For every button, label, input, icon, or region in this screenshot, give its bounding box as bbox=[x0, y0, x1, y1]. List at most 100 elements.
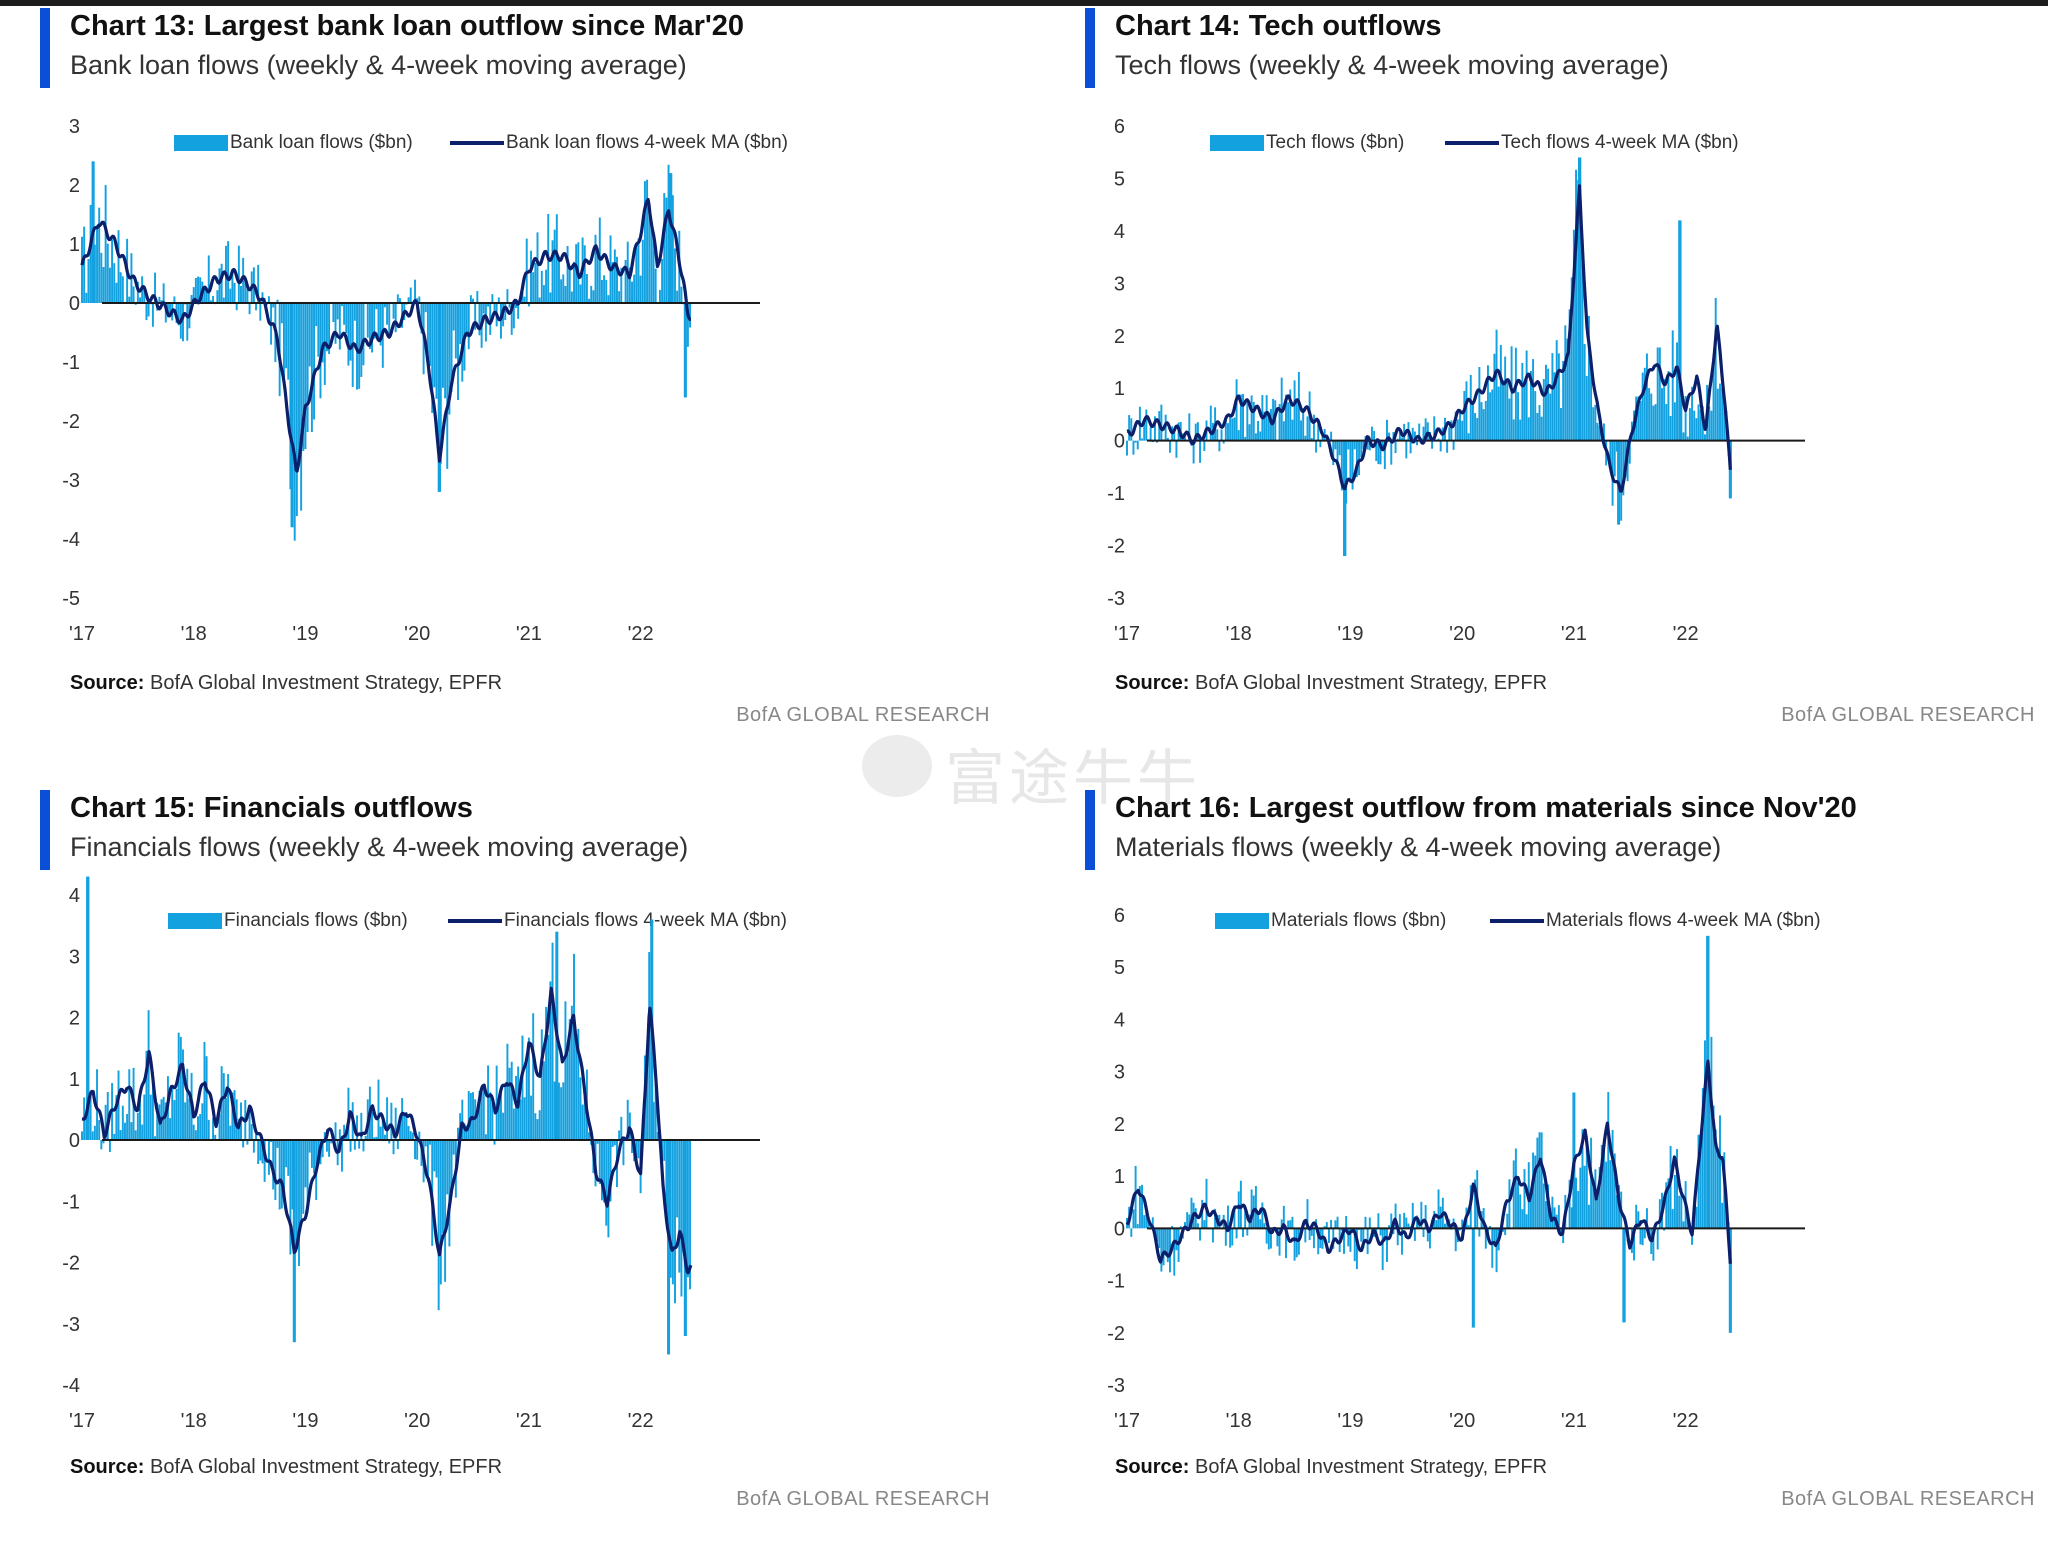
bar bbox=[1160, 404, 1163, 441]
bar bbox=[1259, 431, 1262, 441]
bar bbox=[1136, 440, 1139, 450]
y-tick-label: 3 bbox=[1114, 273, 1125, 295]
bar bbox=[1527, 417, 1530, 441]
bar bbox=[1544, 1201, 1547, 1229]
bar bbox=[1233, 1205, 1236, 1229]
bar bbox=[1257, 420, 1260, 441]
bar bbox=[1392, 1228, 1395, 1235]
bar bbox=[523, 296, 526, 303]
bar bbox=[1345, 1216, 1348, 1229]
bar bbox=[1433, 416, 1436, 441]
bar bbox=[313, 1140, 316, 1174]
source-note: Source: BofA Global Investment Strategy,… bbox=[1115, 1456, 1547, 1479]
y-tick-label: 2 bbox=[1114, 326, 1125, 348]
bar bbox=[353, 1140, 356, 1150]
bar bbox=[1141, 438, 1144, 441]
bar bbox=[1506, 1213, 1509, 1229]
bar bbox=[676, 290, 679, 303]
bar bbox=[276, 299, 279, 303]
bar bbox=[1403, 1212, 1406, 1229]
legend-item-bars: Financials flows ($bn) bbox=[168, 910, 408, 932]
bar bbox=[1596, 422, 1599, 441]
bar bbox=[388, 303, 391, 337]
bar bbox=[1143, 418, 1146, 441]
bar bbox=[577, 1028, 580, 1140]
bar bbox=[420, 303, 423, 334]
legend-bar-label: Financials flows ($bn) bbox=[224, 910, 408, 931]
y-tick-label: -4 bbox=[62, 1375, 80, 1397]
bar bbox=[341, 1140, 343, 1172]
bar bbox=[424, 1140, 427, 1147]
bar bbox=[611, 1140, 614, 1147]
bar bbox=[1471, 1228, 1475, 1328]
bar bbox=[349, 303, 352, 361]
bar bbox=[1579, 1167, 1582, 1229]
y-tick-label: 3 bbox=[69, 116, 80, 138]
bar bbox=[1547, 368, 1550, 441]
bar bbox=[457, 303, 459, 400]
bar bbox=[1538, 405, 1541, 441]
bar bbox=[1615, 440, 1618, 452]
bar bbox=[182, 303, 184, 342]
bar bbox=[250, 1124, 253, 1140]
bar bbox=[100, 252, 103, 303]
bar bbox=[558, 1082, 560, 1140]
bar bbox=[1686, 436, 1689, 441]
bar bbox=[334, 303, 337, 344]
bar bbox=[512, 303, 515, 329]
bar bbox=[491, 1102, 494, 1140]
bar bbox=[1603, 423, 1605, 441]
bar bbox=[686, 1140, 689, 1278]
bar bbox=[1495, 329, 1498, 441]
source-text: BofA Global Investment Strategy, EPFR bbox=[1195, 1456, 1548, 1478]
bar-series bbox=[81, 876, 692, 1355]
bar bbox=[160, 300, 163, 303]
bar bbox=[1214, 1208, 1217, 1229]
bar bbox=[325, 303, 328, 352]
bar bbox=[1229, 1228, 1232, 1248]
bar bbox=[1480, 402, 1483, 441]
bar bbox=[1699, 1142, 1702, 1229]
bar bbox=[156, 1102, 159, 1140]
bar bbox=[1663, 379, 1666, 441]
x-tick-label: '17 bbox=[1114, 1410, 1140, 1432]
bar bbox=[151, 1072, 154, 1140]
bar bbox=[686, 303, 689, 347]
bar bbox=[184, 1102, 187, 1140]
bar bbox=[353, 303, 356, 321]
bar bbox=[222, 297, 225, 303]
bar bbox=[1583, 1165, 1586, 1229]
bar bbox=[506, 289, 509, 303]
bar bbox=[555, 214, 558, 303]
bar bbox=[1424, 418, 1427, 441]
bar bbox=[151, 303, 154, 327]
bar bbox=[1684, 395, 1687, 441]
bar bbox=[1224, 1228, 1227, 1246]
bar bbox=[441, 1140, 444, 1234]
bar bbox=[343, 1124, 346, 1140]
bar bbox=[1291, 419, 1294, 441]
bar bbox=[1426, 1228, 1429, 1242]
x-tick-label: '17 bbox=[69, 1410, 95, 1432]
x-tick-label: '22 bbox=[1673, 623, 1699, 645]
chart-panel-13: Chart 13: Largest bank loan outflow sinc… bbox=[40, 8, 990, 768]
chart-subtitle: Financials flows (weekly & 4-week moving… bbox=[70, 832, 689, 862]
bar bbox=[469, 295, 472, 303]
bar bbox=[321, 303, 324, 363]
bar bbox=[1598, 1166, 1601, 1229]
bar bbox=[437, 1140, 440, 1311]
bar-series bbox=[1126, 935, 1732, 1333]
bar bbox=[426, 1140, 429, 1182]
bar bbox=[646, 1063, 649, 1140]
legend-bar-label: Materials flows ($bn) bbox=[1271, 910, 1447, 931]
bar bbox=[1409, 440, 1412, 454]
bar bbox=[1523, 1169, 1526, 1229]
bar bbox=[540, 270, 543, 303]
bar bbox=[646, 179, 649, 303]
y-tick-label: 2 bbox=[69, 175, 80, 197]
bar bbox=[298, 303, 300, 466]
bar bbox=[1542, 1183, 1545, 1229]
bar bbox=[1227, 1205, 1229, 1229]
bar bbox=[229, 288, 232, 303]
bar bbox=[1497, 386, 1500, 441]
